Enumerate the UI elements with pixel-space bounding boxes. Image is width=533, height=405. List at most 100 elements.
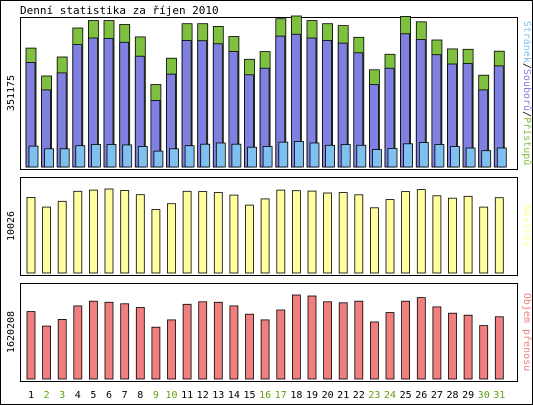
x-tick-label-23: 23 — [368, 390, 380, 401]
bar-visits-7 — [120, 190, 130, 274]
bar-strnek-23 — [371, 149, 382, 168]
bar-visits-1 — [26, 196, 36, 274]
bar-volume-26 — [416, 297, 426, 380]
bar-visits-21 — [338, 192, 348, 274]
bar-volume-16 — [260, 319, 270, 380]
bar-visits-6 — [104, 188, 114, 274]
bar-visits-13 — [213, 192, 223, 274]
bar-strnek-10 — [169, 148, 179, 168]
legend-item-hits-2: Souborů — [521, 69, 533, 111]
x-tick-label-20: 20 — [322, 390, 334, 401]
bar-strnek-22 — [356, 144, 367, 168]
legend-item-volume-0: Objem přenosu — [521, 293, 533, 371]
x-tick-label-2: 2 — [44, 390, 50, 401]
x-tick-label-8: 8 — [137, 390, 143, 401]
x-tick-label-21: 21 — [337, 390, 349, 401]
legend-item-hits-0: Stránek — [521, 21, 533, 63]
bar-volume-15 — [245, 313, 254, 380]
x-tick-label-5: 5 — [90, 390, 96, 401]
bar-visits-24 — [385, 199, 395, 274]
bar-strnek-4 — [75, 145, 86, 168]
bar-volume-20 — [323, 301, 333, 380]
bar-volume-14 — [229, 305, 239, 380]
bar-volume-4 — [73, 305, 83, 380]
bar-volume-29 — [463, 314, 473, 380]
bar-volume-30 — [479, 325, 489, 380]
x-tick-label-1: 1 — [28, 390, 34, 401]
x-axis-labels: 1 2 3 4 5 6 7 8 9 10 11 12 13 14 15 16 17 18 19 20 21 22 23 24 2… — [28, 390, 505, 401]
legend-item-visits-0: Návštěv — [521, 205, 533, 247]
x-tick-label-17: 17 — [275, 390, 287, 401]
bar-volume-3 — [57, 318, 67, 380]
bar-strnek-12 — [200, 143, 211, 168]
bar-strnek-20 — [325, 144, 336, 168]
x-tick-label-19: 19 — [306, 390, 318, 401]
bar-visits-5 — [89, 189, 98, 274]
bar-strnek-21 — [340, 144, 351, 168]
bar-visits-31 — [494, 197, 504, 274]
panel-volume: 1620208 Objem přenosu — [6, 283, 533, 382]
bar-strnek-6 — [106, 144, 117, 168]
bar-visits-28 — [448, 197, 457, 274]
bar-visits-4 — [73, 190, 83, 274]
bar-strnek-29 — [465, 147, 476, 168]
bar-strnek-15 — [247, 146, 257, 168]
bar-volume-23 — [369, 321, 379, 380]
bar-volume-17 — [276, 309, 286, 380]
bar-visits-30 — [479, 206, 489, 274]
bar-strnek-11 — [184, 145, 195, 168]
bar-strnek-3 — [59, 148, 70, 168]
bar-volume-12 — [198, 301, 208, 380]
bar-volume-6 — [104, 301, 114, 380]
legend-item-hits-4: Přístupů — [521, 117, 533, 165]
panel-legend-volume: Objem přenosu — [521, 293, 533, 371]
bar-strnek-5 — [91, 144, 101, 168]
bar-strnek-26 — [418, 142, 429, 168]
bar-visits-27 — [432, 195, 442, 274]
bar-visits-23 — [369, 207, 379, 274]
bar-visits-16 — [260, 198, 270, 274]
bar-volume-7 — [120, 303, 130, 380]
bar-visits-12 — [198, 191, 208, 274]
x-tick-label-7: 7 — [122, 390, 128, 401]
bar-volume-27 — [432, 306, 442, 380]
chart-title: Denní statistika za říjen 2010 — [20, 4, 219, 17]
bar-volume-1 — [26, 311, 36, 380]
x-tick-label-24: 24 — [384, 390, 396, 401]
x-tick-label-13: 13 — [212, 390, 224, 401]
bar-volume-25 — [401, 300, 411, 380]
bar-visits-10 — [167, 203, 176, 274]
bar-strnek-2 — [44, 148, 54, 168]
bar-volume-24 — [385, 312, 395, 380]
x-tick-label-25: 25 — [400, 390, 412, 401]
bar-volume-10 — [167, 319, 176, 380]
bar-strnek-24 — [387, 147, 398, 168]
x-tick-label-11: 11 — [181, 390, 193, 401]
x-tick-label-28: 28 — [446, 390, 458, 401]
x-tick-label-27: 27 — [431, 390, 443, 401]
panel-max-label-hits: 351175 — [6, 75, 17, 111]
x-tick-label-3: 3 — [59, 390, 65, 401]
bar-strnek-17 — [278, 141, 289, 168]
x-tick-label-4: 4 — [75, 390, 81, 401]
bar-volume-31 — [494, 316, 504, 380]
bar-visits-9 — [151, 209, 161, 274]
bar-volume-11 — [182, 303, 192, 380]
x-tick-label-12: 12 — [197, 390, 209, 401]
bar-visits-18 — [291, 190, 301, 274]
bar-strnek-30 — [481, 150, 492, 168]
bar-strnek-31 — [496, 147, 507, 168]
x-tick-label-6: 6 — [106, 390, 112, 401]
x-tick-label-26: 26 — [415, 390, 427, 401]
x-tick-label-30: 30 — [478, 390, 490, 401]
panel-max-label-volume: 1620208 — [6, 311, 17, 353]
bar-strnek-9 — [153, 150, 164, 168]
bar-volume-5 — [89, 300, 98, 380]
bar-strnek-27 — [434, 144, 445, 168]
bar-visits-15 — [245, 204, 254, 274]
bar-strnek-18 — [293, 140, 304, 168]
panel-visits: 10026 Návštěv — [6, 177, 533, 276]
bar-volume-13 — [213, 301, 223, 380]
